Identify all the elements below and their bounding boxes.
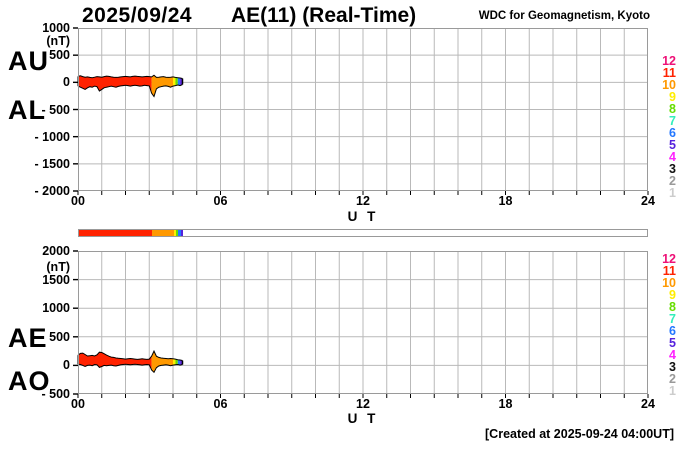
colorbar-segment: [173, 230, 177, 236]
x-tick-label: 06: [213, 194, 228, 208]
y-tick-label: 500: [49, 48, 70, 63]
colorbar-segment: [180, 230, 184, 236]
plot-date: 2025/09/24: [82, 4, 193, 27]
panel-svg-lower: [73, 250, 649, 398]
legend-station-count-5: 5: [669, 336, 676, 350]
y-tick-label: 0: [63, 358, 70, 373]
legend-station-count-10: 10: [662, 276, 676, 290]
created-at-label: [Created at 2025-09-24 04:00UT]: [485, 427, 674, 441]
legend-station-count-12: 12: [662, 252, 676, 266]
legend-station-count-3: 3: [669, 360, 676, 374]
x-tick-label: 12: [356, 194, 370, 208]
legend-station-count-5: 5: [669, 138, 676, 152]
data-band-segment: [177, 77, 181, 86]
upper-panel-plot-area: [73, 27, 649, 195]
y-tick-label: 1000: [42, 301, 70, 316]
legend-station-count-8: 8: [669, 300, 676, 314]
band-outline-upper: [77, 349, 183, 361]
data-band-segment: [78, 75, 152, 94]
data-band-segment: [175, 359, 178, 365]
station-count-legend-lower: 12 11 10 9 8 7 6 5 4 3 2 1: [650, 252, 676, 398]
index-label-au: AU: [8, 46, 49, 76]
y-tick-label: 0: [63, 75, 70, 90]
x-tick-label: 12: [356, 397, 370, 411]
legend-station-count-11: 11: [662, 264, 676, 278]
plot-frame: [78, 28, 648, 191]
legend-station-count-12: 12: [662, 54, 676, 68]
x-tick-label: 24: [641, 194, 655, 208]
x-tick-label: 00: [71, 397, 85, 411]
y-axis-unit-upper: (nT): [46, 34, 70, 48]
index-label-al: AL: [8, 95, 46, 125]
colorbar-segment: [152, 230, 174, 236]
x-axis-title-lower: U T: [347, 411, 379, 426]
y-tick-label: 500: [49, 329, 70, 344]
x-tick-label: 18: [498, 194, 513, 208]
y-axis-unit-lower: (nT): [46, 260, 70, 274]
legend-station-count-8: 8: [669, 102, 676, 116]
data-band-segment: [173, 76, 176, 87]
band-outline-lower: [77, 84, 183, 98]
data-band-segment: [151, 351, 173, 373]
legend-station-count-11: 11: [662, 66, 676, 80]
band-outline-lower: [77, 363, 183, 374]
organization-label: WDC for Geomagnetism, Kyoto: [478, 10, 650, 22]
y-tick-label: 2000: [42, 244, 70, 258]
data-band-segment: [173, 358, 176, 366]
colorbar-segment: [178, 230, 181, 236]
x-axis-title-upper: U T: [347, 209, 379, 224]
legend-station-count-1: 1: [669, 186, 676, 200]
legend-station-count-1: 1: [669, 384, 676, 398]
x-tick-label: 18: [498, 397, 513, 411]
panel-svg-upper: [73, 27, 649, 195]
station-count-legend-upper: 12 11 10 9 8 7 6 5 4 3 2 1: [650, 54, 676, 200]
y-tick-label: 1000: [42, 21, 70, 35]
legend-station-count-6: 6: [669, 324, 676, 338]
legend-station-count-2: 2: [669, 174, 676, 188]
legend-station-count-2: 2: [669, 372, 676, 386]
station-coverage-colorbar: [78, 229, 648, 237]
legend-station-count-4: 4: [669, 348, 676, 362]
x-tick-label: 06: [213, 397, 228, 411]
x-tick-label: 00: [71, 194, 85, 208]
data-band-segment: [78, 352, 152, 370]
plot-frame: [78, 251, 648, 394]
legend-station-count-9: 9: [669, 90, 676, 104]
index-label-ae: AE: [8, 323, 48, 353]
legend-station-count-6: 6: [669, 126, 676, 140]
colorbar-segment: [79, 230, 153, 236]
y-tick-label: - 1000: [34, 129, 70, 144]
data-band-segment: [177, 359, 181, 366]
band-outline-upper: [77, 74, 183, 79]
lower-panel-plot-area: [73, 250, 649, 398]
legend-station-count-7: 7: [669, 312, 676, 326]
legend-station-count-4: 4: [669, 150, 676, 164]
legend-station-count-9: 9: [669, 288, 676, 302]
y-tick-label: - 500: [41, 387, 71, 401]
y-tick-label: 1500: [42, 272, 70, 287]
index-label-ao: AO: [8, 366, 51, 396]
plot-title: AE(11) (Real-Time): [231, 4, 417, 27]
data-band-segment: [175, 77, 178, 86]
y-tick-label: - 1500: [34, 156, 70, 171]
legend-station-count-7: 7: [669, 114, 676, 128]
x-tick-label: 24: [641, 397, 655, 411]
legend-station-count-3: 3: [669, 162, 676, 176]
y-tick-label: - 2000: [34, 184, 70, 198]
legend-station-count-10: 10: [662, 78, 676, 92]
y-tick-label: - 500: [41, 102, 71, 117]
colorbar-segment: [176, 230, 179, 236]
